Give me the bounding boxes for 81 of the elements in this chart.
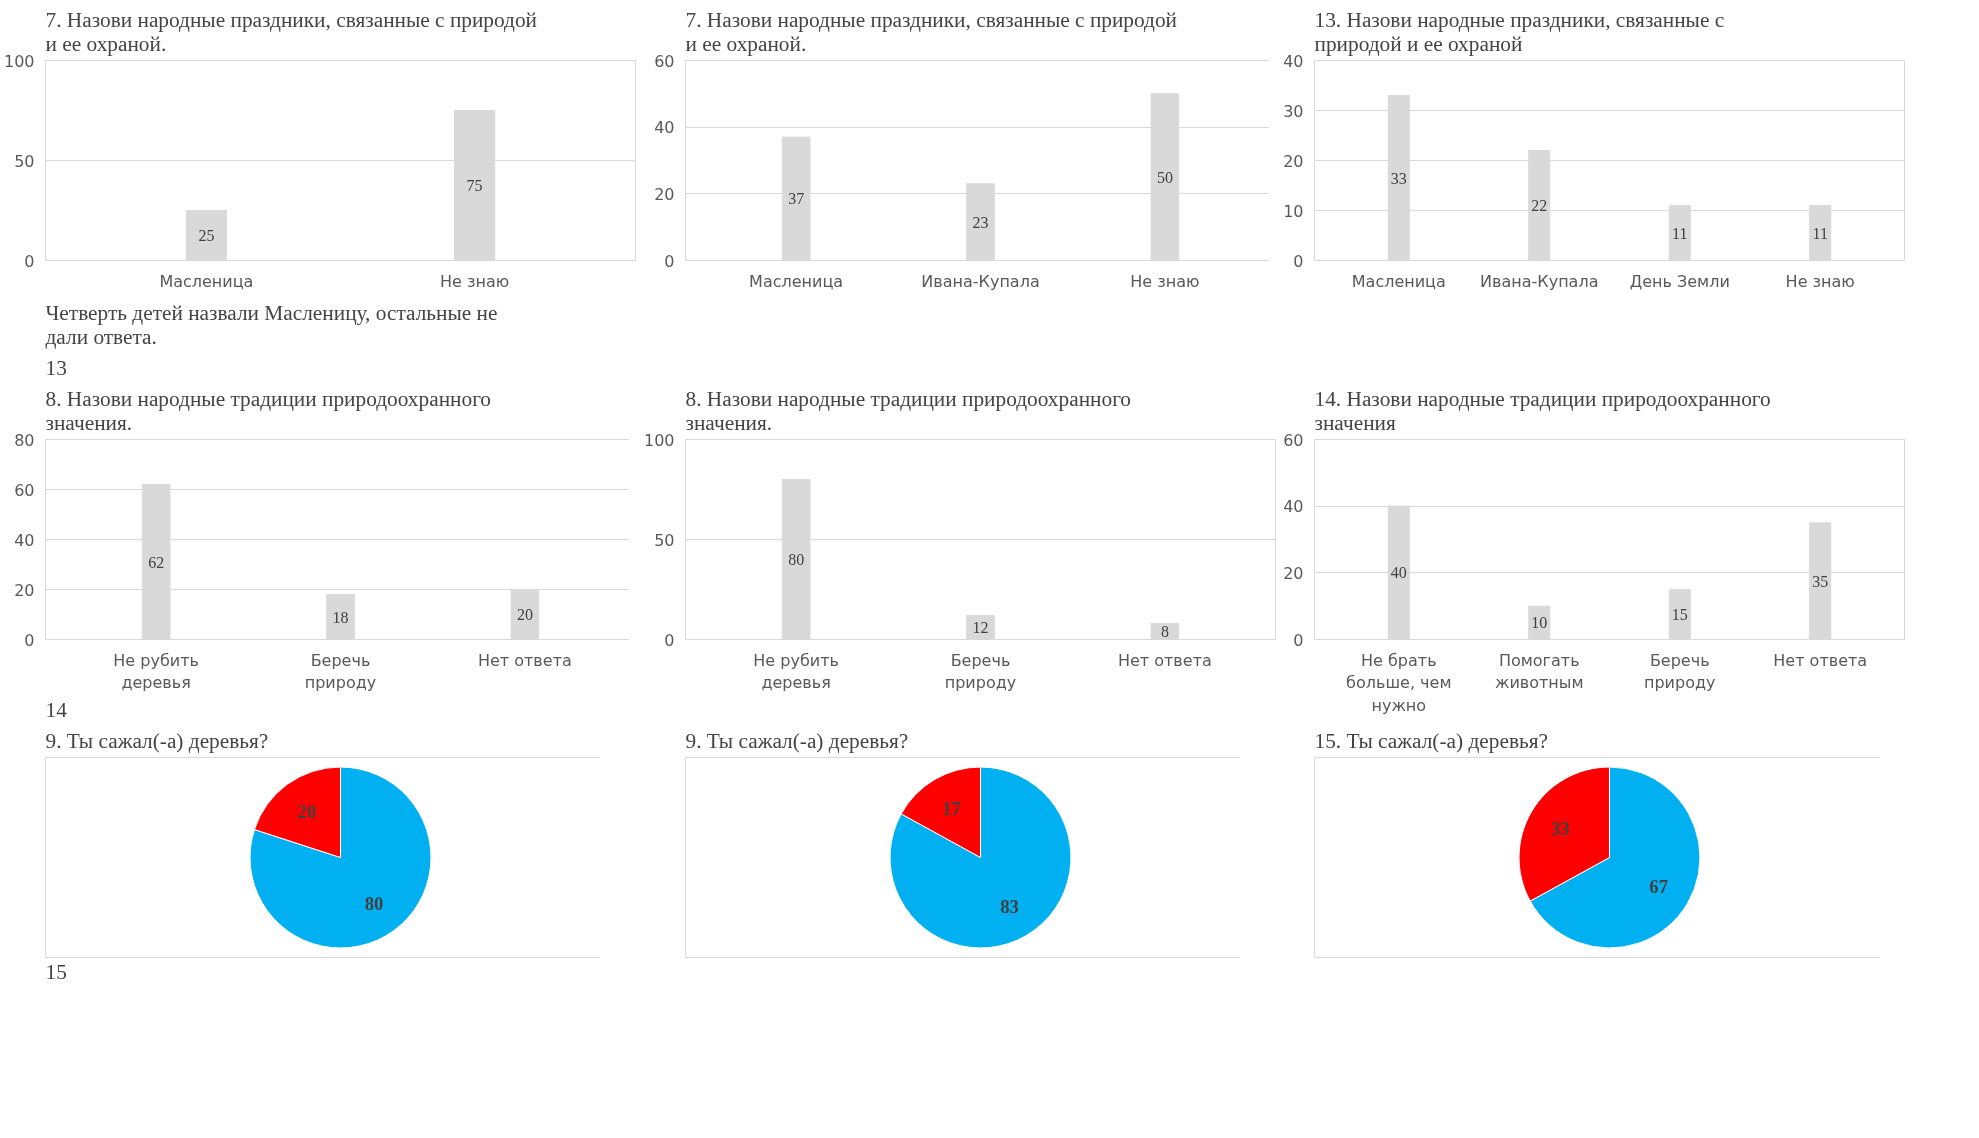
y-tick-label: 40 [1283, 51, 1304, 71]
y-tick-label: 50 [14, 151, 35, 171]
y-tick-label: 20 [1283, 563, 1304, 583]
text: 15 [45, 959, 67, 984]
data-label: 80 [788, 551, 805, 568]
x-tick-label: Не брать больше, чем нужно [1346, 650, 1452, 716]
y-tick-label: 0 [24, 251, 35, 271]
data-label: 50 [1156, 168, 1173, 186]
y-tick-label: 40 [654, 118, 675, 138]
y-tick-label: 100 [643, 430, 675, 450]
x-tick-label: Не знаю [439, 271, 510, 291]
data-label: 11 [1672, 224, 1688, 242]
chart-title: 7. Назови народные праздники, связанные с природой и ее охраной. [685, 7, 1178, 56]
data-label: 12 [972, 619, 989, 636]
text: 14 [45, 697, 68, 722]
y-tick-label: 60 [654, 51, 675, 71]
x-tick-label: Масленица [749, 271, 844, 291]
data-label: 40 [1390, 564, 1407, 582]
data-label: 8 [1160, 623, 1169, 640]
x-tick-label: День Земли [1629, 271, 1730, 291]
data-label: 22 [1531, 197, 1548, 214]
chart-title: 7. Назови народные праздники, связанные с природой и ее охраной. [45, 7, 538, 56]
x-tick-label: Не рубить деревья [753, 650, 839, 693]
text: Четверть детей назвали Масленицу, остальные не дали ответа. [45, 300, 498, 349]
y-tick-label: 20 [14, 580, 35, 600]
text: 13 [45, 355, 67, 380]
y-tick-label: 60 [14, 480, 35, 500]
x-tick-label: Помогать животным [1495, 650, 1584, 693]
y-tick-label: 100 [3, 51, 35, 71]
data-label: 83 [1000, 896, 1019, 918]
data-label: 33 [1390, 169, 1407, 187]
x-tick-label: Не знаю [1785, 271, 1855, 291]
y-tick-label: 50 [654, 530, 675, 550]
x-tick-label: Нет ответа [1773, 650, 1868, 670]
x-tick-label: Масленица [1351, 271, 1446, 291]
y-tick-label: 30 [1283, 101, 1304, 121]
chart-title: 8. Назови народные традиции природоохранного значения. [45, 386, 492, 435]
data-label: 35 [1812, 572, 1829, 590]
x-tick-label: Беречь природу [304, 650, 377, 693]
chart-title: 9. Ты сажал(-а) деревья? [45, 728, 269, 753]
x-tick-label: Беречь природу [1643, 650, 1716, 693]
data-label: 23 [972, 213, 989, 231]
data-label: 20 [297, 800, 317, 822]
data-label: 17 [942, 797, 961, 819]
chart-title: 8. Назови народные традиции природоохранного значения. [685, 386, 1132, 435]
y-tick-label: 80 [14, 430, 35, 450]
y-tick-label: 10 [1283, 201, 1304, 221]
chart-title: 9. Ты сажал(-а) деревья? [685, 728, 909, 753]
x-tick-label: Масленица [159, 271, 254, 291]
y-tick-label: 20 [654, 184, 675, 204]
chart-title: 14. Назови народные традиции природоохранного значения [1314, 386, 1771, 435]
data-label: 37 [788, 190, 805, 208]
x-tick-label: Нет ответа [477, 650, 572, 670]
data-label: 75 [466, 177, 483, 194]
y-tick-label: 0 [1293, 251, 1304, 271]
chart-title: 15. Ты сажал(-а) деревья? [1314, 728, 1548, 753]
y-tick-label: 40 [14, 530, 35, 550]
data-label: 67 [1649, 876, 1669, 898]
x-tick-label: Нет ответа [1117, 650, 1212, 670]
y-tick-label: 0 [664, 251, 675, 271]
y-tick-label: 0 [1293, 630, 1304, 650]
data-label: 10 [1531, 614, 1548, 632]
data-label: 25 [198, 227, 215, 244]
data-label: 15 [1671, 606, 1688, 623]
x-tick-label: Не рубить деревья [113, 650, 199, 693]
x-tick-label: Не знаю [1130, 271, 1200, 291]
data-label: 20 [516, 606, 533, 623]
y-tick-label: 0 [664, 630, 675, 650]
chart-title: 13. Назови народные праздники, связанные с природой и ее охраной [1314, 7, 1725, 56]
y-tick-label: 20 [1283, 151, 1304, 171]
y-tick-label: 0 [24, 630, 35, 650]
data-label: 80 [364, 893, 384, 915]
x-tick-label: Ивана-Купала [921, 271, 1040, 291]
data-label: 33 [1550, 817, 1570, 839]
data-label: 11 [1812, 224, 1828, 242]
y-tick-label: 40 [1283, 497, 1304, 517]
data-label: 18 [332, 608, 349, 626]
x-tick-label: Ивана-Купала [1480, 271, 1599, 291]
x-tick-label: Беречь природу [944, 650, 1017, 693]
y-tick-label: 60 [1283, 430, 1304, 450]
data-label: 62 [148, 553, 165, 571]
